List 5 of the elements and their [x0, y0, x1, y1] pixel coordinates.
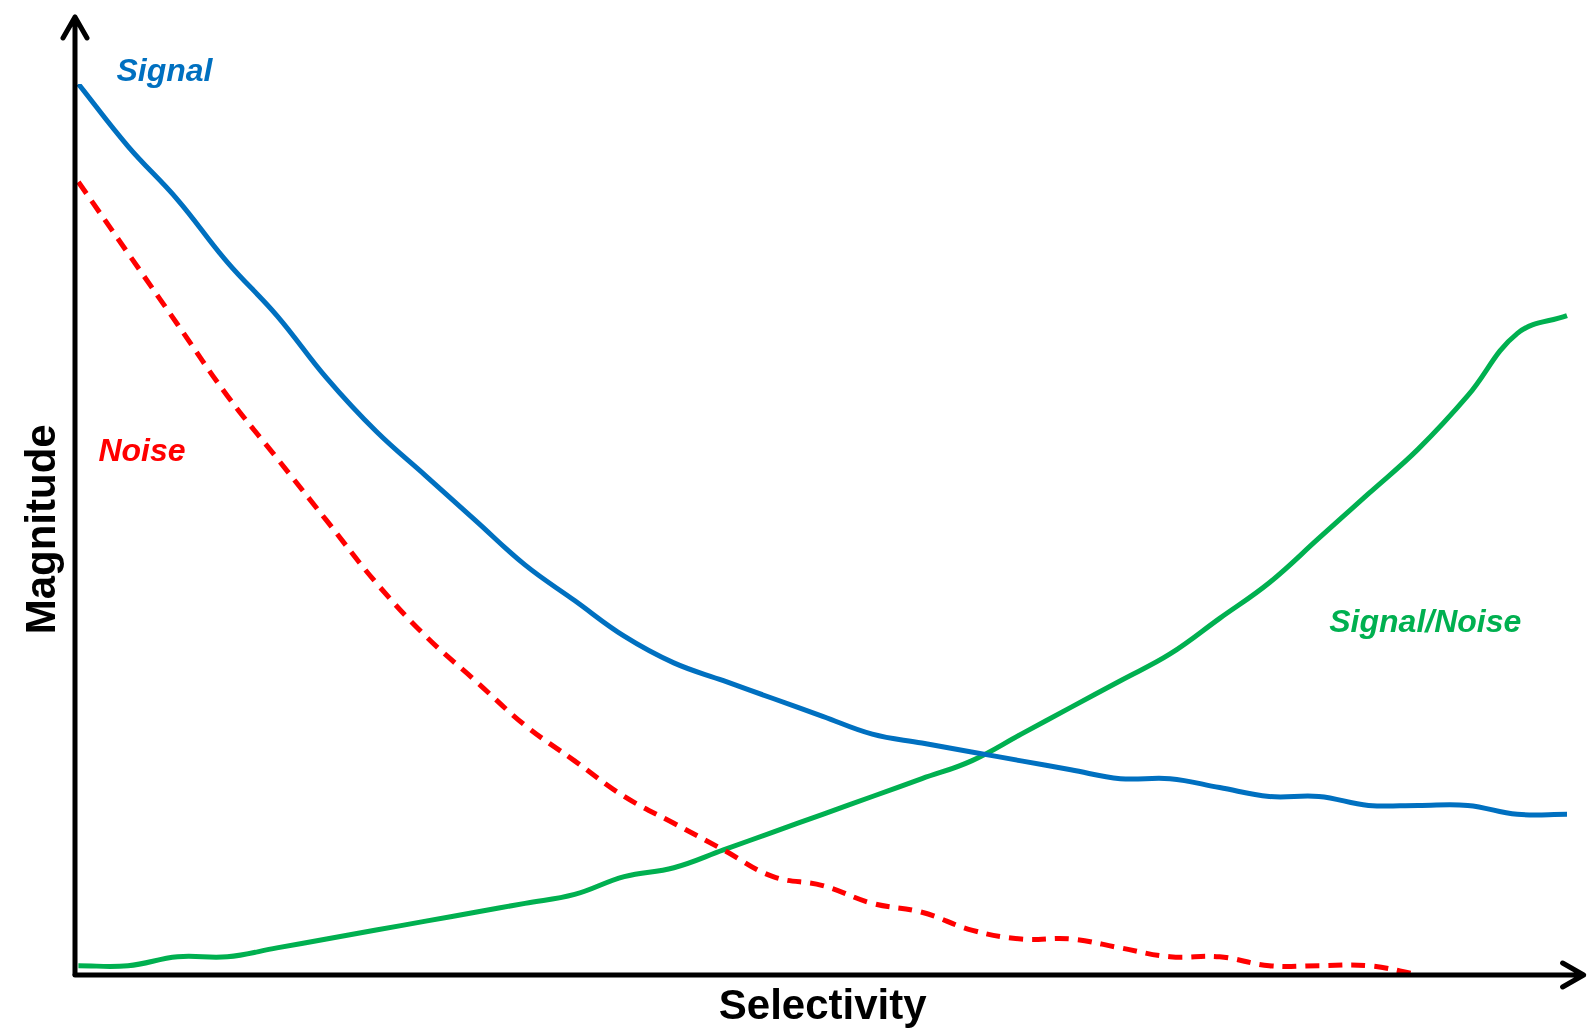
- series-label: Signal: [116, 51, 214, 88]
- series-label: Signal/Noise: [1329, 602, 1522, 639]
- x-axis-title: Selectivity: [718, 981, 928, 1029]
- y-axis-title: Magnitude: [16, 424, 64, 635]
- series-label: Noise: [98, 431, 186, 468]
